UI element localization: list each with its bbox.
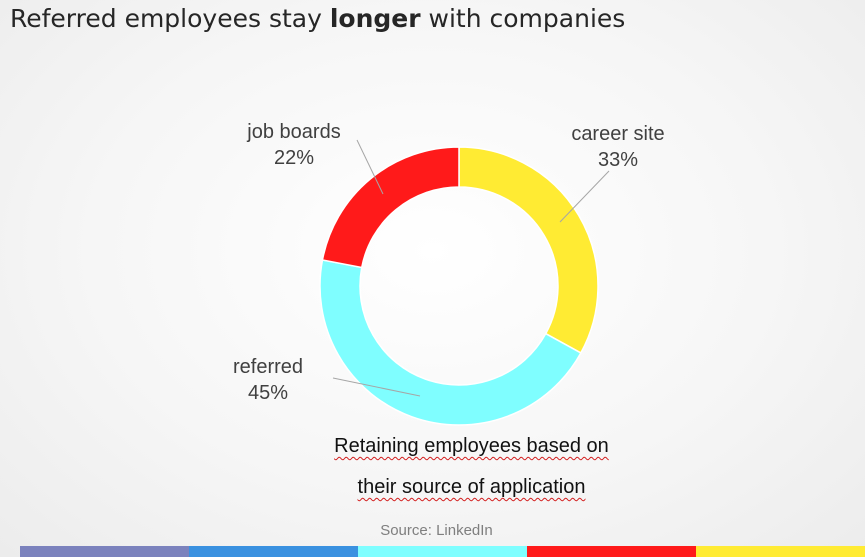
footer-segment-1 [20, 546, 189, 557]
title-emphasis: longer [329, 4, 421, 33]
leader-line-career-site [559, 170, 610, 223]
chart-source: Source: LinkedIn [380, 522, 493, 539]
title-suffix: with companies [420, 4, 626, 33]
footer-segment-4 [527, 546, 696, 557]
donut-slice-job-boards [321, 146, 460, 269]
donut-slice-referred [319, 259, 582, 426]
slide-title: Referred employees stay longer with comp… [10, 4, 625, 33]
footer-color-bar [20, 546, 865, 557]
leader-line-job-boards [356, 139, 384, 195]
slice-label-referred: referred [233, 356, 303, 378]
slice-value-career-site: 33% [598, 149, 638, 171]
leader-line-referred [332, 377, 421, 397]
slice-value-referred: 45% [248, 382, 288, 404]
footer-segment-5 [696, 546, 865, 557]
slice-label-job-boards: job boards [246, 121, 340, 143]
donut-slice-career-site [458, 146, 599, 354]
footer-segment-2 [189, 546, 358, 557]
slice-value-job-boards: 22% [274, 147, 314, 169]
slice-label-career-site: career site [571, 123, 664, 145]
chart-caption-line-2: their source of application [357, 476, 586, 498]
footer-segment-3 [358, 546, 527, 557]
chart-caption-line-1: Retaining employees based on [334, 435, 609, 457]
title-prefix: Referred employees stay [10, 4, 330, 33]
